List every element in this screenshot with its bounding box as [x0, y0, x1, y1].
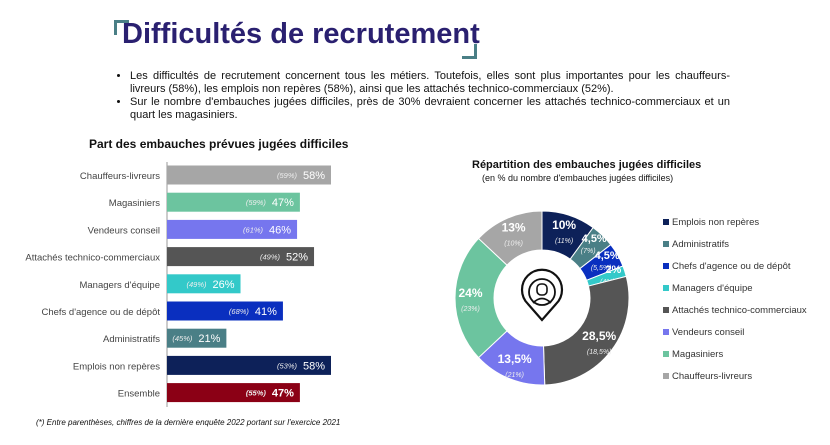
donut-previous-label: (21%) [505, 372, 524, 379]
bar-value-label: 41% [255, 306, 277, 318]
title-bracket-right [462, 44, 477, 59]
bar [167, 301, 283, 321]
legend-swatch [663, 219, 669, 225]
donut-value-label: 28,5% [582, 329, 616, 343]
bar-category-label: Managers d'équipe [79, 280, 160, 291]
bullet-list: Les difficultés de recrutement concernen… [112, 70, 730, 122]
legend-swatch [663, 351, 669, 357]
page-title: Difficultés de recrutement [122, 18, 480, 50]
bar-category-label: Chefs d'agence ou de dépôt [41, 307, 160, 318]
legend-label: Chefs d'agence ou de dépôt [672, 261, 791, 272]
person-shoulders-icon [532, 297, 552, 304]
bar [167, 247, 315, 267]
donut-slice [542, 275, 630, 386]
donut-value-label: 4,5% [595, 250, 620, 262]
bar [167, 192, 300, 212]
bar-category-label: Emplois non repères [73, 361, 160, 372]
bar-previous-label: (59%) [246, 198, 267, 207]
bar-category-label: Attachés technico-commerciaux [25, 253, 160, 264]
bar-value-label: 21% [198, 333, 220, 345]
donut-chart-title: Répartition des embauches jugées diffici… [472, 159, 702, 171]
bar-previous-label: (59%) [277, 171, 298, 180]
bar-category-label: Ensemble [118, 389, 160, 400]
bar-value-label: 46% [269, 224, 291, 236]
person-icon-ring [528, 278, 556, 306]
donut-value-label: 13,5% [498, 352, 532, 366]
legend-label: Administratifs [672, 239, 729, 250]
bar [167, 274, 241, 294]
bar-previous-label: (68%) [229, 307, 250, 316]
legend-label: Chauffeurs-livreurs [672, 371, 752, 382]
footnote: (*) Entre parenthèses, chiffres de la de… [36, 418, 341, 427]
legend-label: Magasiniers [672, 349, 723, 360]
bar-value-label: 47% [272, 388, 294, 400]
bar-chart-title: Part des embauches prévues jugées diffic… [89, 137, 349, 151]
bar-category-label: Chauffeurs-livreurs [80, 171, 160, 182]
bar [167, 219, 298, 239]
person-location-pin-icon [520, 268, 564, 322]
bar-previous-label: (55%) [246, 389, 267, 398]
bar-previous-label: (45%) [172, 334, 193, 343]
legend-swatch [663, 241, 669, 247]
legend-swatch [663, 307, 669, 313]
donut-slice [477, 210, 543, 266]
bar [167, 383, 300, 403]
donut-value-label: 10% [552, 218, 576, 232]
donut-value-label: 2% [605, 264, 621, 276]
bar-previous-label: (61%) [243, 225, 264, 234]
bullet-item: Les difficultés de recrutement concernen… [130, 70, 730, 96]
bar-value-label: 58% [303, 360, 325, 372]
donut-previous-label: (10%) [504, 240, 523, 247]
bar-value-label: 47% [272, 197, 294, 209]
donut-previous-label: (5,5%) [591, 265, 612, 272]
title-bracket-left [114, 20, 129, 35]
legend-label: Attachés technico-commerciaux [672, 305, 807, 316]
bar-category-label: Magasiniers [109, 198, 160, 209]
donut-previous-label: (7%) [581, 248, 596, 255]
donut-previous-label: (11%) [555, 238, 573, 245]
bar [167, 355, 331, 375]
legend-swatch [663, 285, 669, 291]
bar-value-label: 26% [212, 279, 234, 291]
legend-swatch [663, 329, 669, 335]
person-head-icon [536, 283, 548, 296]
donut-previous-label: (23%) [461, 306, 480, 313]
bar [167, 165, 331, 185]
bar-previous-label: (49%) [187, 280, 208, 289]
legend-swatch [663, 373, 669, 379]
legend-label: Managers d'équipe [672, 283, 753, 294]
bar-value-label: 52% [286, 252, 308, 264]
bar-category-label: Administratifs [103, 334, 160, 345]
legend-swatch [663, 263, 669, 269]
donut-chart-subtitle: (en % du nombre d'embauches jugées diffi… [482, 173, 674, 183]
donut-previous-label: (18,5%) [587, 349, 612, 356]
donut-value-label: 13% [502, 220, 526, 234]
bar-category-label: Vendeurs conseil [88, 225, 160, 236]
bar-value-label: 58% [303, 170, 325, 182]
bar-previous-label: (53%) [277, 361, 298, 370]
donut-value-label: 4,5% [582, 233, 607, 245]
bullet-item: Sur le nombre d'embauches jugées diffici… [130, 96, 730, 122]
donut-value-label: 24% [458, 286, 482, 300]
legend-label: Emplois non repères [672, 217, 759, 228]
bar [167, 328, 227, 348]
legend-label: Vendeurs conseil [672, 327, 744, 338]
bar-previous-label: (49%) [260, 253, 281, 262]
